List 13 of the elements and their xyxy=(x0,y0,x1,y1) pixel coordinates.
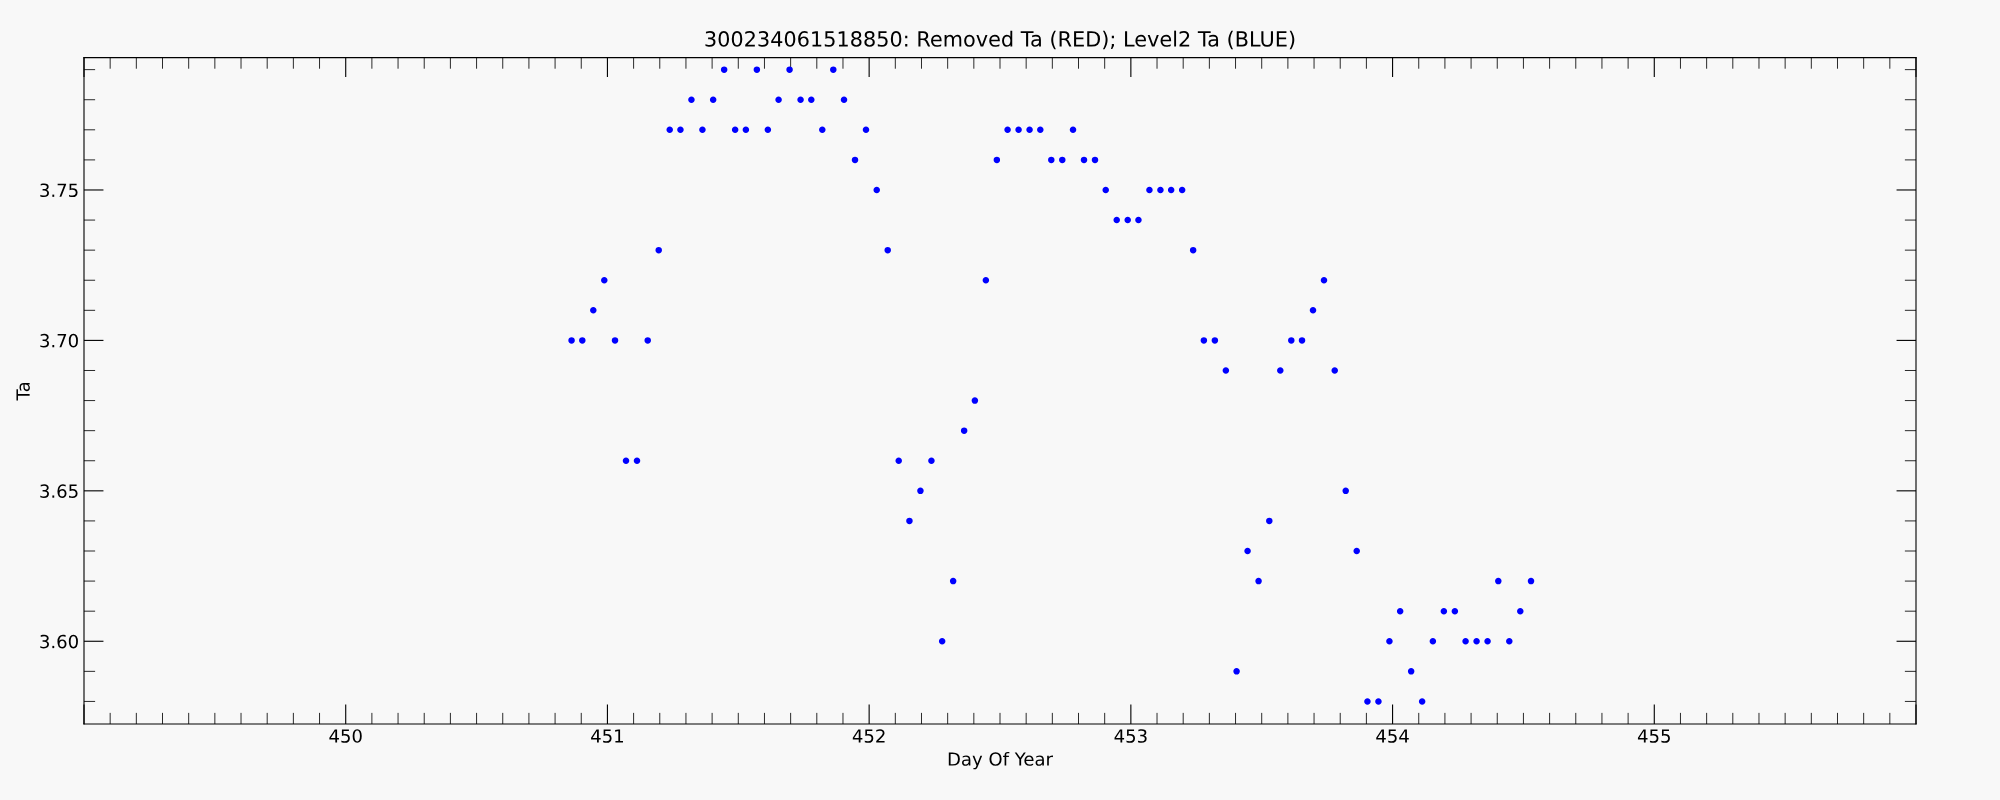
x-axis-title: Day Of Year xyxy=(948,751,1053,770)
y-tick-label: 3.75 xyxy=(40,183,78,198)
y-tick-label: 3.60 xyxy=(40,634,78,649)
x-tick-label: 453 xyxy=(1114,729,1147,743)
y-axis-title: Ta xyxy=(16,382,30,401)
x-tick-label: 454 xyxy=(1376,729,1409,743)
x-tick-label: 455 xyxy=(1637,729,1670,743)
x-tick-label: 450 xyxy=(329,729,362,743)
x-tick-label: 451 xyxy=(591,729,623,743)
y-tick-label: 3.70 xyxy=(40,333,78,348)
chart-title: 300234061518850: Removed Ta (RED); Level2 Ta (BLUE) xyxy=(705,30,1295,50)
x-tick-label: 452 xyxy=(852,729,885,743)
y-tick-label: 3.65 xyxy=(40,484,78,498)
